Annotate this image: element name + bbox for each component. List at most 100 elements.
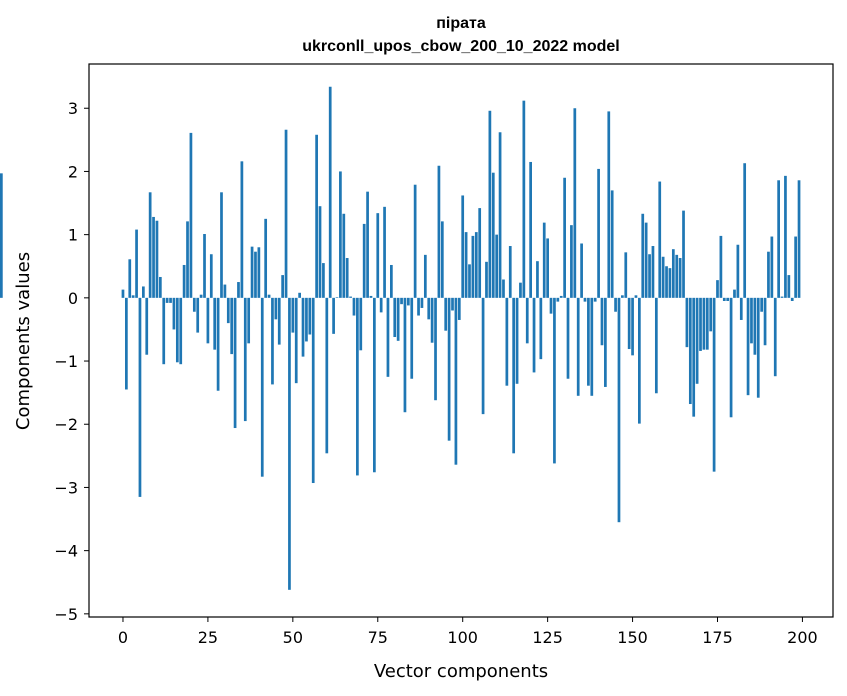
x-tick-label: 0 [118, 628, 128, 647]
bar-89 [423, 254, 427, 298]
bar-196 [787, 275, 791, 298]
bar-72 [366, 191, 369, 298]
bar-103 [471, 235, 475, 298]
bar-88 [420, 297, 424, 308]
bar-110 [495, 234, 499, 298]
bar-133 [573, 108, 577, 298]
bar-126 [549, 297, 553, 314]
chart-title: пірата [436, 15, 486, 32]
bar-11 [158, 276, 162, 298]
bar-129 [559, 295, 563, 298]
bar-112 [502, 279, 505, 298]
x-axis-label: Vector components [374, 661, 548, 682]
bar-181 [736, 244, 740, 298]
bar-180 [733, 289, 736, 298]
bar-136 [583, 297, 587, 302]
bar-35 [240, 161, 244, 298]
bar-119 [525, 297, 529, 344]
bar-93 [437, 165, 441, 298]
bar-165 [682, 210, 685, 298]
bar-195 [784, 175, 787, 298]
bar-160 [665, 266, 668, 298]
bar-50 [291, 297, 295, 333]
x-tick-label: 25 [198, 628, 218, 647]
y-tick-label: −5 [54, 605, 78, 624]
bar-175 [716, 280, 719, 298]
bar-19 [186, 221, 189, 298]
bar-51 [294, 297, 298, 384]
bar-undefined [0, 173, 3, 298]
bar-185 [750, 297, 753, 344]
bar-9 [152, 216, 155, 298]
bar-145 [614, 297, 617, 312]
bar-42 [264, 218, 268, 298]
bar-111 [498, 132, 502, 298]
bar-53 [301, 297, 305, 357]
bar-197 [790, 297, 794, 301]
bar-109 [491, 172, 495, 298]
bar-91 [430, 297, 434, 343]
bar-147 [621, 295, 624, 298]
bar-32 [230, 297, 234, 355]
bar-177 [722, 297, 726, 301]
bar-70 [359, 297, 363, 351]
bar-55 [308, 297, 312, 335]
bar-142 [604, 297, 607, 387]
bar-0 [121, 289, 125, 298]
x-axis-ticks: 0 25 50 75 100 125 150 175 200 [118, 617, 818, 647]
bar-138 [590, 297, 594, 396]
bar-153 [641, 213, 645, 298]
bar-82 [400, 297, 403, 305]
bar-98 [454, 297, 458, 465]
bar-189 [763, 297, 767, 346]
bar-83 [403, 297, 407, 413]
bar-166 [685, 297, 689, 348]
bar-174 [712, 297, 716, 472]
bar-57 [315, 134, 318, 298]
bar-49 [288, 297, 291, 590]
bar-161 [668, 268, 672, 298]
bar-199 [797, 180, 801, 298]
bar-44 [271, 297, 274, 385]
bar-13 [165, 297, 169, 303]
bar-156 [651, 246, 655, 298]
bar-39 [254, 251, 257, 298]
bar-2 [128, 259, 132, 298]
x-tick-label: 50 [283, 628, 303, 647]
bar-90 [427, 297, 431, 320]
bar-81 [396, 297, 400, 341]
bar-131 [566, 297, 570, 379]
bar-178 [726, 297, 730, 301]
bar-118 [522, 100, 526, 298]
bar-183 [743, 163, 747, 298]
bar-120 [529, 161, 532, 298]
bar-63 [335, 297, 339, 298]
bar-64 [339, 171, 342, 298]
bar-34 [237, 282, 240, 298]
bar-14 [169, 297, 172, 303]
y-tick-label: 1 [68, 226, 78, 245]
x-tick-label: 100 [447, 628, 478, 647]
bar-101 [464, 232, 468, 298]
bar-157 [654, 297, 658, 394]
bar-29 [220, 192, 223, 298]
bar-94 [440, 221, 444, 298]
y-tick-label: 2 [68, 162, 78, 181]
bar-45 [274, 297, 278, 320]
bar-152 [638, 297, 641, 424]
bar-107 [485, 261, 488, 298]
y-tick-label: −1 [54, 352, 78, 371]
bar-10 [155, 220, 159, 298]
bar-144 [610, 190, 614, 298]
bar-92 [434, 297, 437, 401]
bar-139 [593, 297, 597, 302]
bar-128 [556, 297, 560, 302]
bar-62 [332, 297, 335, 334]
bar-20 [189, 132, 193, 298]
bar-85 [410, 297, 414, 379]
bar-158 [658, 181, 662, 298]
bar-176 [719, 235, 723, 298]
bar-96 [447, 297, 451, 441]
bar-38 [250, 246, 254, 298]
